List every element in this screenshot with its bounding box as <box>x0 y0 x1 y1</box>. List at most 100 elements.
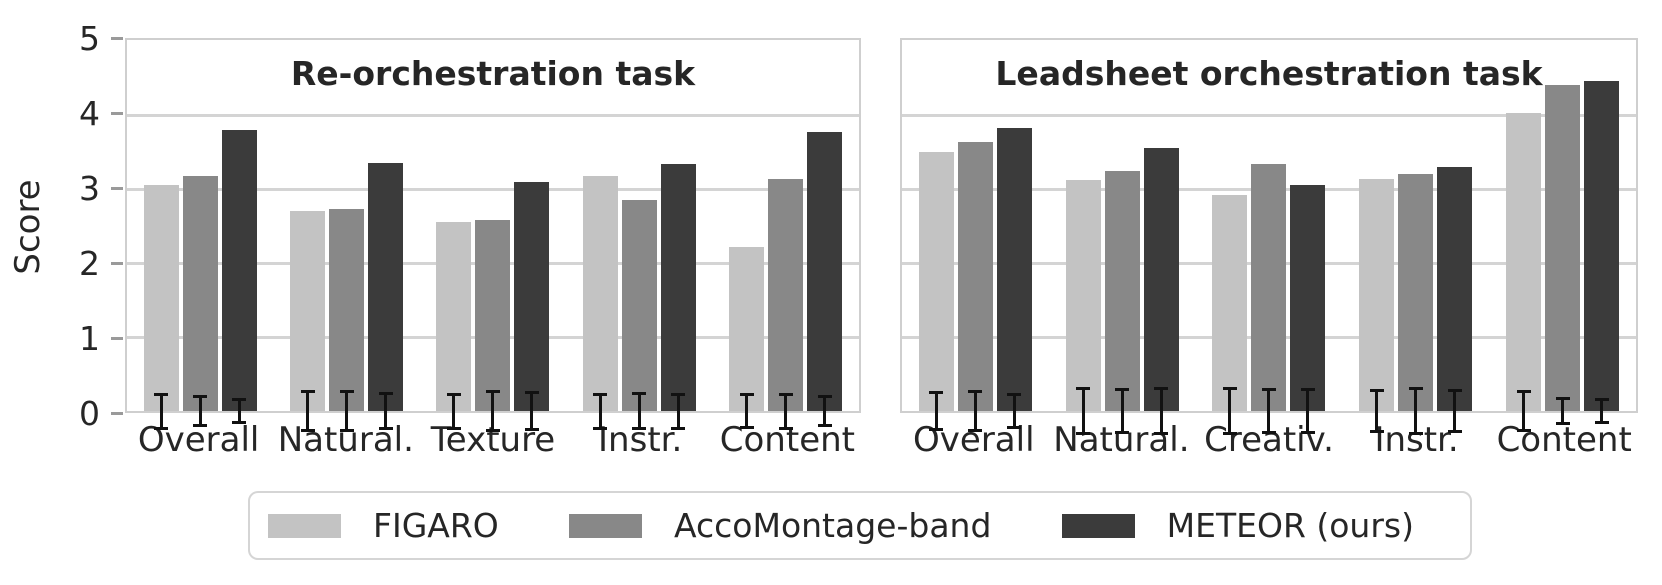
y-tick-label-5: 5 <box>79 19 100 58</box>
legend-swatch-accomontage <box>569 513 642 538</box>
legend-swatch-figaro <box>268 513 341 538</box>
y-tick-label-0: 0 <box>79 394 100 433</box>
error-bar <box>446 392 461 430</box>
y-tick-label-3: 3 <box>79 169 100 208</box>
bar-meteor-overall <box>996 127 1032 429</box>
error-bar <box>1261 388 1276 434</box>
error-bar <box>1115 388 1130 434</box>
bar-meteor-overall <box>221 129 257 425</box>
error-bar <box>193 394 208 428</box>
legend-item-figaro: FIGARO <box>268 506 499 545</box>
bar-figaro-overall <box>918 152 954 431</box>
bar-group-creativ <box>1212 163 1326 436</box>
error-bar <box>339 390 354 433</box>
error-bar <box>485 389 500 433</box>
bar-meteor-creativ <box>1290 185 1326 434</box>
bar-figaro-instr <box>1359 178 1395 434</box>
legend: FIGARO AccoMontage-band METEOR (ours) <box>248 491 1472 560</box>
error-bar <box>1300 388 1315 434</box>
error-bar <box>1594 397 1609 425</box>
panel-leadsheet: Leadsheet orchestration task <box>900 38 1638 436</box>
y-tick-mark-0 <box>111 411 123 415</box>
error-bar <box>300 390 315 433</box>
bar-figaro-natural <box>1065 180 1101 436</box>
gridline-4 <box>127 113 859 117</box>
error-bar <box>1447 388 1462 434</box>
legend-label-figaro: FIGARO <box>373 506 499 545</box>
error-bar <box>739 393 754 429</box>
bar-meteor-texture <box>514 181 550 431</box>
bar-group-texture <box>436 181 550 433</box>
error-bar <box>1007 393 1022 429</box>
x-category-label-content: Content <box>1496 420 1632 460</box>
bar-meteor-content <box>807 132 843 428</box>
panel-title-leadsheet: Leadsheet orchestration task <box>995 54 1543 93</box>
error-bar <box>232 397 247 425</box>
error-bar <box>1408 387 1423 436</box>
error-bar <box>632 391 647 431</box>
y-tick-label-1: 1 <box>79 319 100 358</box>
y-axis-label: Score <box>8 179 48 275</box>
gridline-3 <box>127 187 859 191</box>
error-bar <box>154 392 169 430</box>
error-bar <box>929 391 944 431</box>
bar-meteor-natural <box>1143 148 1179 436</box>
bar-meteor-content <box>1584 80 1620 425</box>
bar-figaro-creativ <box>1212 194 1248 436</box>
legend-swatch-meteor <box>1061 513 1135 538</box>
bar-accomontage-band-natural <box>1104 171 1140 434</box>
bar-group-natural <box>1065 148 1179 436</box>
bar-meteor-instr <box>660 163 696 430</box>
y-tick-label-2: 2 <box>79 244 100 283</box>
legend-label-meteor: METEOR (ours) <box>1166 506 1414 545</box>
error-bar <box>817 394 832 428</box>
bar-group-content <box>729 132 843 430</box>
error-bar <box>1154 386 1169 436</box>
bar-group-natural <box>290 163 404 433</box>
error-bar <box>378 391 393 431</box>
bar-accomontage-band-creativ <box>1251 163 1287 434</box>
bar-accomontage-band-content <box>1545 84 1581 426</box>
error-bar <box>1222 387 1237 436</box>
bar-accomontage-band-natural <box>329 208 365 433</box>
panel-reorchestration: Re-orchestration task <box>125 38 861 433</box>
error-bar <box>1369 388 1384 434</box>
y-tick-mark-1 <box>111 336 123 340</box>
bar-accomontage-band-instr <box>1398 174 1434 436</box>
bar-accomontage-band-content <box>768 178 804 430</box>
bar-group-overall <box>143 129 257 430</box>
y-tick-label-4: 4 <box>79 94 100 133</box>
error-bar <box>593 392 608 430</box>
bar-group-content <box>1506 80 1620 433</box>
error-bar <box>1076 387 1091 436</box>
bar-accomontage-band-overall <box>957 142 993 433</box>
legend-item-meteor: METEOR (ours) <box>1061 506 1414 545</box>
bar-accomontage-band-texture <box>475 220 511 433</box>
bar-figaro-instr <box>582 176 618 430</box>
legend-label-accomontage: AccoMontage-band <box>674 506 992 545</box>
panel-title-reorchestration: Re-orchestration task <box>290 54 696 93</box>
gridline-4 <box>902 113 1636 117</box>
error-bar <box>671 392 686 430</box>
error-bar <box>524 391 539 431</box>
bar-figaro-texture <box>436 222 472 430</box>
bar-meteor-instr <box>1437 166 1473 434</box>
error-bar <box>968 389 983 433</box>
legend-item-accomontage: AccoMontage-band <box>569 506 991 545</box>
bar-figaro-content <box>729 246 765 429</box>
bar-meteor-natural <box>368 163 404 431</box>
bars-row <box>127 40 859 433</box>
y-tick-mark-4 <box>111 111 123 115</box>
bar-group-instr <box>1359 166 1473 436</box>
bar-accomontage-band-overall <box>182 175 218 428</box>
bar-figaro-natural <box>290 211 326 433</box>
bar-figaro-overall <box>143 185 179 430</box>
error-bar <box>1555 396 1570 426</box>
bars-row <box>902 40 1636 436</box>
error-bar <box>778 392 793 430</box>
y-tick-mark-2 <box>111 261 123 265</box>
bar-figaro-content <box>1506 112 1542 433</box>
bar-accomontage-band-instr <box>621 200 657 431</box>
bar-group-overall <box>918 127 1032 433</box>
